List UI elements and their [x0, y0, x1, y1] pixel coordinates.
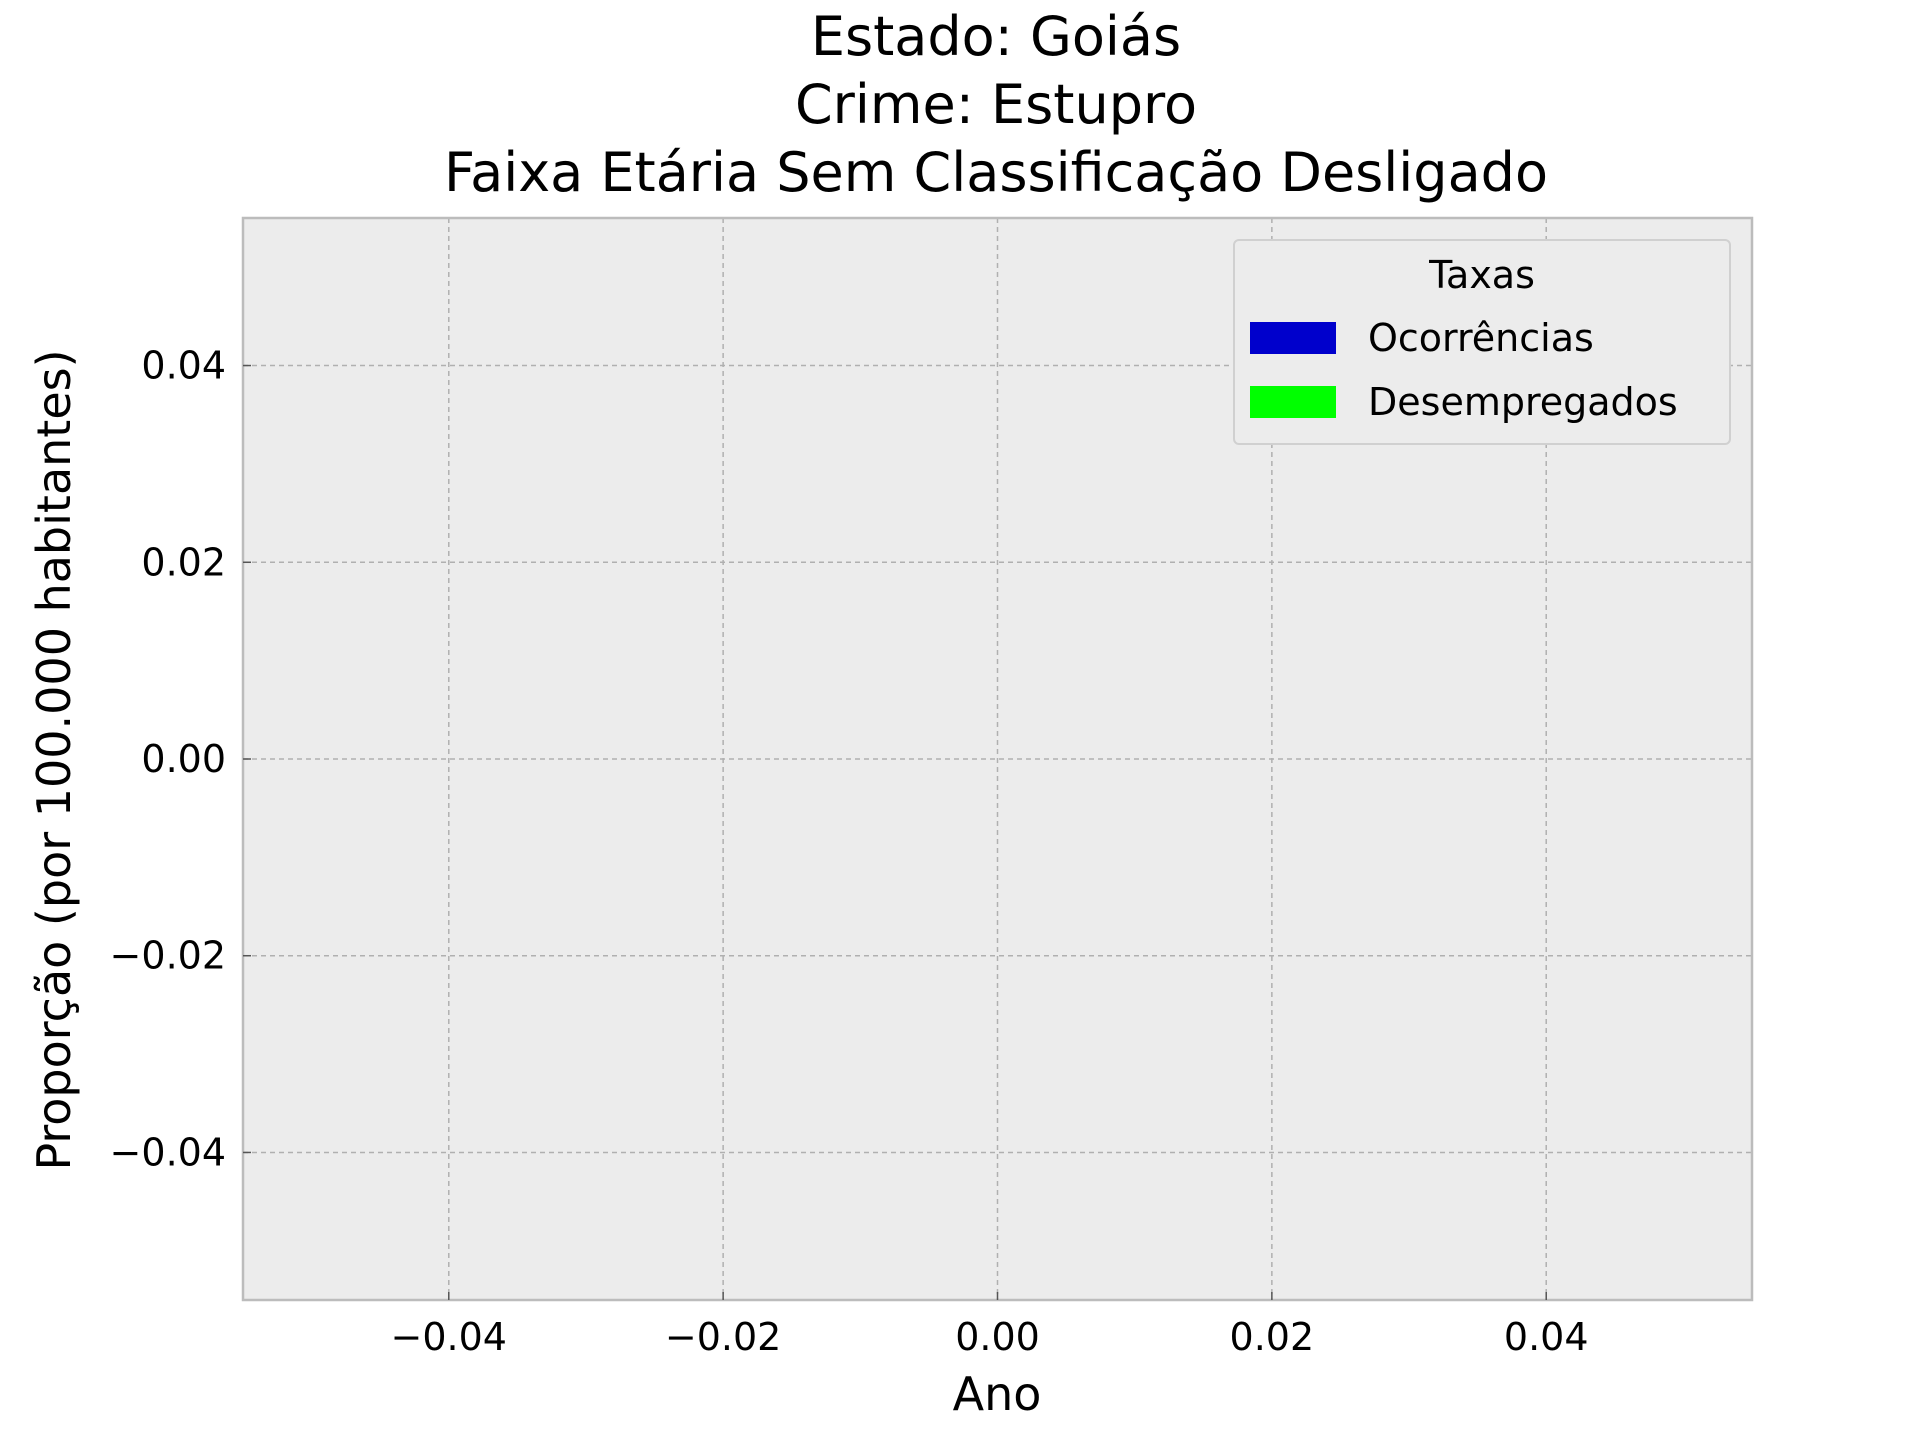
y-axis-label: Proporção (por 100.000 habitantes) [27, 349, 81, 1170]
x-axis-ticks: −0.04 −0.02 0.00 0.02 0.04 [391, 1292, 1589, 1359]
x-tick-label: 0.04 [1504, 1315, 1589, 1359]
x-tick-label: 0.02 [1230, 1315, 1315, 1359]
y-tick-label: 0.00 [141, 737, 226, 781]
x-tick-label: −0.02 [665, 1315, 781, 1359]
legend-swatch [1250, 322, 1336, 354]
y-axis-ticks: −0.04 −0.02 0.00 0.02 0.04 [110, 344, 251, 1174]
y-tick-label: 0.04 [141, 344, 226, 388]
legend-entries: Ocorrências Desempregados [1250, 316, 1678, 424]
legend-entry-label: Desempregados [1368, 380, 1678, 424]
x-axis-label: Ano [953, 1367, 1042, 1421]
y-tick-label: −0.02 [110, 934, 226, 978]
y-tick-label: −0.04 [110, 1130, 226, 1174]
legend-swatch [1250, 386, 1336, 418]
legend-box [1233, 239, 1731, 445]
legend-entry-label: Ocorrências [1368, 316, 1594, 360]
legend-title: Taxas [1428, 253, 1535, 297]
legend: Taxas Ocorrências Desempregados [1233, 239, 1731, 445]
chart-title: Estado: Goiás Crime: Estupro Faixa Etári… [444, 5, 1548, 204]
chart-title-line-3: Faixa Etária Sem Classificação Desligado [444, 141, 1548, 204]
chart-title-line-2: Crime: Estupro [795, 73, 1197, 136]
x-tick-label: −0.04 [391, 1315, 507, 1359]
x-tick-label: 0.00 [955, 1315, 1040, 1359]
chart-title-line-1: Estado: Goiás [811, 5, 1181, 68]
y-tick-label: 0.02 [141, 540, 226, 584]
